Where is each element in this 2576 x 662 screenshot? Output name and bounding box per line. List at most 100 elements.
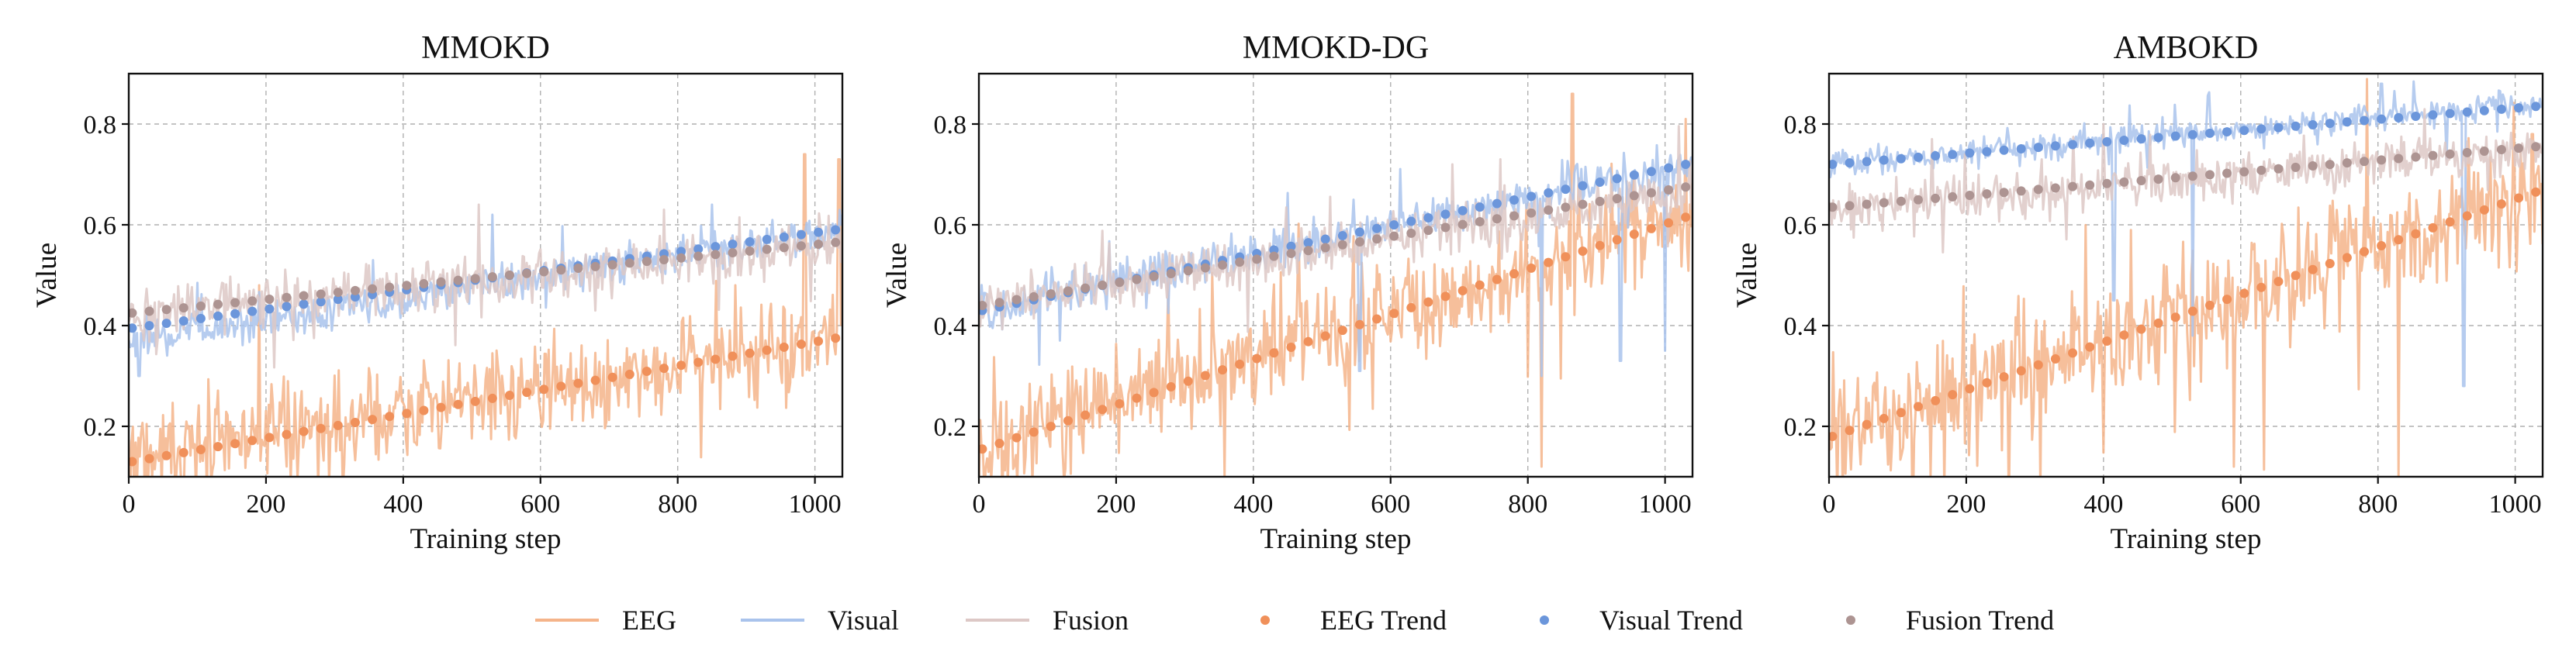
trend-point [1646,223,1656,233]
trend-point [745,246,755,256]
y-tick-label: 0.6 [1784,212,1817,240]
trend-point [1475,202,1485,212]
x-axis-label: Training step [410,523,562,555]
trend-point [2325,160,2335,170]
trend-point [659,364,669,374]
chart-title: MMOKD [421,30,550,66]
trend-point [1914,402,1923,412]
trend-point [2342,117,2352,127]
trend-point [676,360,686,371]
trend-point [2291,162,2301,172]
trend-point [2187,306,2197,316]
trend-point [556,381,566,391]
trend-point [2531,142,2541,152]
trend-point [2273,277,2284,287]
trend-point [333,295,343,305]
trend-point [2291,271,2301,281]
trend-point [2102,336,2112,346]
trend-point [265,294,275,304]
trend-point [814,227,824,237]
series-eeg-trend [1829,187,2541,441]
trend-point [213,299,223,309]
trend-point [1457,286,1468,296]
trend-point [1914,195,1923,205]
trend-point [1845,158,1855,168]
y-axis-label: Value [1731,243,1763,308]
trend-point [161,450,171,460]
trend-point [728,248,738,258]
trend-point [1303,336,1313,347]
trend-point [1132,274,1142,284]
trend-point [1829,432,1838,441]
trend-point [2102,178,2112,188]
trend-point [711,250,721,260]
x-axis-label: Training step [2111,523,2262,555]
trend-point [402,281,412,291]
legend: EEG Visual Fusion EEG Trend Visual Trend Fusi… [535,605,2054,636]
trend-point [1269,251,1279,261]
trend-point [1845,201,1855,211]
y-tick-label: 0.6 [84,212,117,240]
trend-point [1999,188,2009,198]
trend-point [247,436,258,446]
trend-point [195,313,206,323]
series-fusion-line [979,125,1693,333]
trend-point [556,265,566,275]
trend-point [2187,171,2197,181]
y-tick-label: 0.2 [934,413,967,442]
series-fusion-trend [979,182,1691,310]
trend-point [230,439,240,449]
plot-area [1829,78,2543,477]
trend-point [2016,366,2026,376]
trend-point [2291,121,2301,131]
trend-point [1829,202,1838,212]
trend-point [1982,147,1992,157]
trend-point [814,336,824,347]
trend-point [2033,184,2043,195]
x-tick-label: 400 [2083,490,2123,519]
trend-point [1646,167,1656,177]
trend-point [779,232,789,242]
y-tick-label: 0.8 [934,111,967,140]
trend-point [624,258,634,268]
trend-point [1252,353,1262,364]
trend-point [2377,114,2387,124]
trend-point [1389,231,1399,241]
trend-point [1303,238,1313,248]
trend-point [2204,170,2215,180]
trend-point [2068,181,2078,191]
trend-point [1423,226,1433,236]
x-tick-label: 800 [1508,490,1547,519]
trend-point [2308,264,2318,274]
y-tick-label: 0.2 [1784,413,1817,442]
trend-point [1149,388,1159,398]
trend-point [2308,119,2318,129]
trend-point [522,388,532,398]
trend-point [979,301,987,310]
trend-point [487,272,497,282]
legend-item-visual-trend: Visual Trend [1540,605,1743,636]
trend-point [1544,188,1554,198]
x-tick-label: 200 [1096,490,1136,519]
trend-point [745,348,755,358]
y-tick-label: 0.8 [1784,111,1817,140]
trend-point [195,444,206,454]
trend-point [2531,102,2541,112]
trend-point [1235,257,1245,267]
panel-2: 0 200 400 600 800 1000 0.2 0.4 0.6 0.8 MMOKD-DG Tra… [881,30,1694,555]
trend-point [1492,214,1502,224]
trend-point [1862,419,1872,429]
trend-point [796,229,806,240]
trend-point [2085,180,2095,190]
trend-point [2085,342,2095,352]
trend-point [1337,240,1347,250]
trend-point [2068,140,2078,150]
trend-point [2050,183,2060,193]
trend-point [1896,408,1906,418]
trend-point [2496,104,2506,114]
trend-point [573,378,583,388]
legend-dot-swatch [1260,615,1270,625]
legend-label: Fusion Trend [1906,605,2054,636]
trend-point [2222,127,2232,137]
